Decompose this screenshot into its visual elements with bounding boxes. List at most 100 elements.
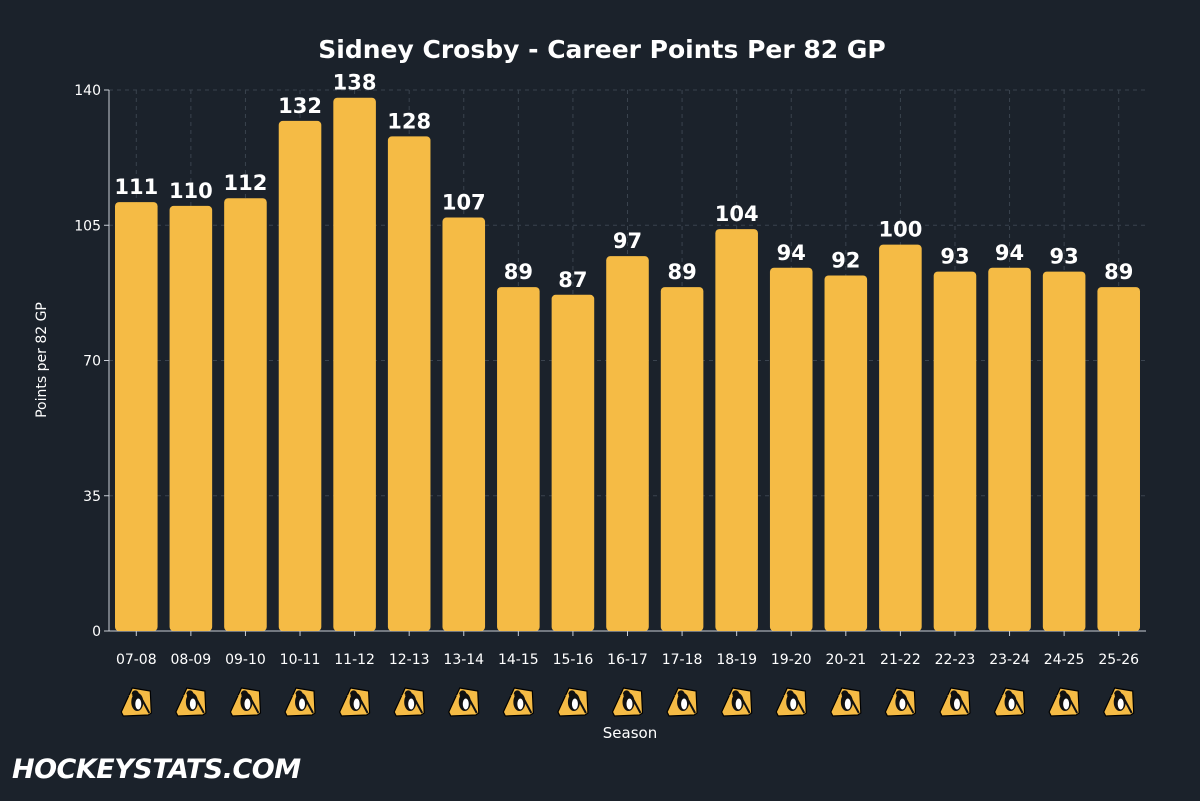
penguin-belly-shape bbox=[735, 698, 742, 710]
penguin-beak-shape bbox=[892, 694, 897, 696]
bar-value-label: 89 bbox=[504, 260, 533, 284]
bar bbox=[442, 217, 486, 631]
bar-value-label: 111 bbox=[114, 175, 158, 199]
penguin-beak-shape bbox=[564, 694, 569, 696]
bar-value-label: 93 bbox=[940, 245, 969, 269]
bar-value-label: 89 bbox=[667, 260, 696, 284]
penguin-belly-shape bbox=[353, 698, 360, 710]
hockey-stick-shape bbox=[305, 699, 314, 714]
penguin-head-shape bbox=[895, 690, 903, 698]
penguin-head-shape bbox=[1004, 690, 1013, 698]
bar bbox=[988, 267, 1031, 631]
penguin-head-shape bbox=[841, 690, 849, 698]
bar bbox=[1097, 287, 1140, 631]
penguin-head-shape bbox=[568, 690, 576, 698]
x-axis-label: Season bbox=[603, 724, 657, 742]
x-tick-label: 22-23 bbox=[935, 652, 976, 668]
penguin-beak-shape bbox=[237, 694, 242, 696]
x-tick-label: 19-20 bbox=[771, 652, 812, 668]
bars bbox=[115, 97, 1140, 632]
penguin-belly-shape bbox=[626, 698, 633, 710]
penguin-beak-shape bbox=[1110, 694, 1115, 696]
penguin-head-shape bbox=[786, 690, 794, 698]
penguin-belly-shape bbox=[1063, 698, 1070, 710]
hockey-stick-shape bbox=[414, 699, 424, 714]
x-tick-label: 14-15 bbox=[498, 652, 539, 668]
penguin-head-shape bbox=[131, 690, 139, 698]
penguin-belly-shape bbox=[135, 698, 142, 710]
y-axis-label: Points per 82 GP bbox=[34, 302, 50, 418]
bar bbox=[1042, 271, 1086, 631]
bar-value-label: 93 bbox=[1050, 245, 1079, 269]
penguin-head-shape bbox=[732, 690, 740, 698]
penguins-logo-icon bbox=[284, 687, 316, 717]
x-tick-label: 25-26 bbox=[1098, 652, 1139, 668]
penguin-belly-shape bbox=[244, 698, 251, 710]
hockey-stick-shape bbox=[141, 699, 151, 714]
penguins-logo-icon bbox=[666, 687, 698, 717]
penguins-logo-icon bbox=[939, 687, 971, 717]
penguins-logo-icon bbox=[884, 687, 917, 717]
bar-value-label: 94 bbox=[995, 241, 1024, 265]
team-icons bbox=[120, 687, 1135, 717]
penguins-logo-icon bbox=[611, 687, 644, 717]
bar-value-label: 97 bbox=[613, 229, 642, 253]
penguin-beak-shape bbox=[619, 694, 624, 696]
hockey-stick-shape bbox=[1014, 699, 1024, 714]
hockey-stick-shape bbox=[195, 699, 205, 714]
x-tick-label: 08-09 bbox=[171, 652, 212, 668]
bar bbox=[606, 256, 649, 631]
penguin-head-shape bbox=[186, 690, 194, 698]
penguin-belly-shape bbox=[1008, 698, 1015, 710]
penguins-logo-icon bbox=[448, 687, 480, 717]
x-tick-label: 11-12 bbox=[334, 652, 375, 668]
penguins-logo-icon bbox=[775, 687, 807, 717]
penguin-belly-shape bbox=[189, 698, 196, 710]
chart-title: Sidney Crosby - Career Points Per 82 GP bbox=[318, 35, 885, 64]
x-tick-label: 07-08 bbox=[116, 652, 157, 668]
penguins-logo-icon bbox=[338, 687, 371, 717]
bar bbox=[933, 271, 977, 631]
y-tick-label: 35 bbox=[83, 489, 101, 505]
bar bbox=[387, 136, 431, 631]
penguin-belly-shape bbox=[681, 698, 688, 710]
hockey-stick-shape bbox=[960, 699, 969, 714]
penguin-head-shape bbox=[350, 690, 358, 698]
hockey-stick-shape bbox=[578, 699, 587, 714]
bar-value-label: 89 bbox=[1104, 260, 1133, 284]
x-tick-label: 10-11 bbox=[280, 652, 321, 668]
penguin-head-shape bbox=[513, 690, 521, 698]
penguin-beak-shape bbox=[128, 694, 133, 696]
penguin-beak-shape bbox=[1056, 694, 1061, 696]
bar-value-label: 107 bbox=[442, 191, 486, 215]
x-tick-label: 24-25 bbox=[1044, 652, 1085, 668]
penguin-beak-shape bbox=[783, 694, 788, 696]
x-tick-label: 20-21 bbox=[825, 652, 866, 668]
penguin-belly-shape bbox=[844, 698, 851, 710]
hockeystats-logo: HOCKEYSTATS.COM bbox=[12, 754, 301, 785]
penguin-head-shape bbox=[622, 690, 631, 698]
bar-value-label: 112 bbox=[224, 171, 268, 195]
penguin-beak-shape bbox=[1001, 694, 1006, 696]
bar bbox=[551, 294, 595, 631]
penguin-head-shape bbox=[404, 690, 412, 698]
hockey-stick-shape bbox=[850, 699, 860, 714]
penguins-logo-icon bbox=[557, 687, 589, 717]
penguins-logo-icon bbox=[229, 687, 262, 717]
penguin-beak-shape bbox=[346, 694, 351, 696]
bar bbox=[497, 287, 540, 631]
bar bbox=[333, 97, 376, 631]
data-labels: 111 110 112 132 138 128 107 89 87 97 89 104 94 92 100 9… bbox=[114, 71, 1133, 292]
bar bbox=[715, 229, 758, 631]
hockey-stick-shape bbox=[687, 699, 696, 714]
penguin-beak-shape bbox=[837, 694, 842, 696]
penguin-belly-shape bbox=[1117, 698, 1124, 710]
penguins-logo-icon bbox=[175, 687, 207, 717]
penguin-belly-shape bbox=[462, 698, 469, 710]
penguins-logo-icon bbox=[993, 687, 1026, 717]
x-tick-label: 18-19 bbox=[716, 652, 757, 668]
hockey-stick-shape bbox=[1069, 699, 1079, 714]
bar-value-label: 132 bbox=[278, 94, 322, 118]
penguin-beak-shape bbox=[182, 694, 187, 696]
